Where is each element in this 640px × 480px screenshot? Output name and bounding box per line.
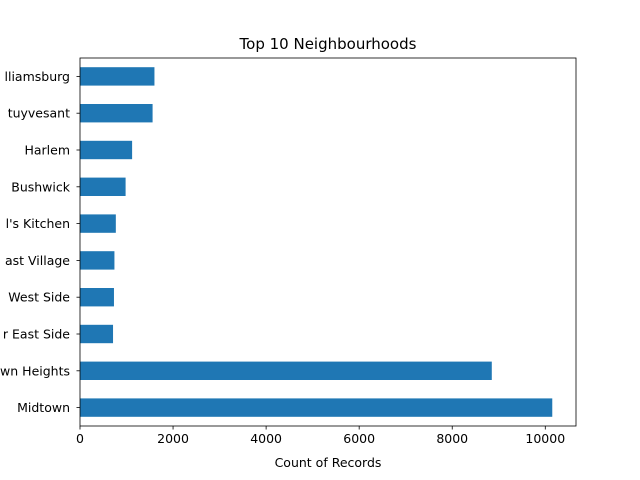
y-tick-label: l's Kitchen	[6, 216, 70, 231]
bar-hell-s-kitchen	[80, 214, 116, 233]
bar-harlem	[80, 140, 133, 160]
x-tick-label: 10000	[525, 431, 565, 446]
bar-east-village	[80, 251, 115, 270]
x-tick-label: 4000	[250, 431, 282, 446]
bar-upper-west-side	[80, 288, 114, 307]
x-tick-label: 2000	[157, 431, 189, 446]
plot-frame	[79, 57, 577, 427]
y-tick-label: ast Village	[5, 253, 70, 268]
bar-bushwick	[80, 177, 126, 196]
y-tick-label: Bushwick	[11, 179, 71, 194]
y-axis: Midtown wn Heights r East Side West Side ast…	[0, 69, 80, 415]
x-tick-label: 8000	[436, 431, 468, 446]
y-tick-label: lliamsburg	[5, 69, 70, 84]
bar-crown-heights	[80, 361, 492, 380]
y-tick-label: r East Side	[3, 327, 70, 342]
bar-upper-east-side	[80, 324, 114, 344]
bar-williamsburg	[80, 67, 155, 86]
x-axis-label: Count of Records	[275, 455, 382, 470]
y-tick-label: tuyvesant	[8, 106, 70, 121]
chart-title: Top 10 Neighbourhoods	[239, 35, 417, 53]
bars-group	[80, 67, 553, 417]
y-tick-label: Harlem	[24, 143, 70, 158]
y-tick-label: wn Heights	[0, 363, 70, 378]
y-tick-label: West Side	[8, 290, 70, 305]
bar-midtown	[80, 398, 553, 417]
y-tick-label: Midtown	[17, 400, 70, 415]
x-axis: 0 2000 4000 6000 8000 10000	[76, 426, 565, 446]
bar-bedford-stuyvesant	[80, 104, 153, 123]
x-tick-label: 0	[76, 431, 84, 446]
x-tick-label: 6000	[343, 431, 375, 446]
